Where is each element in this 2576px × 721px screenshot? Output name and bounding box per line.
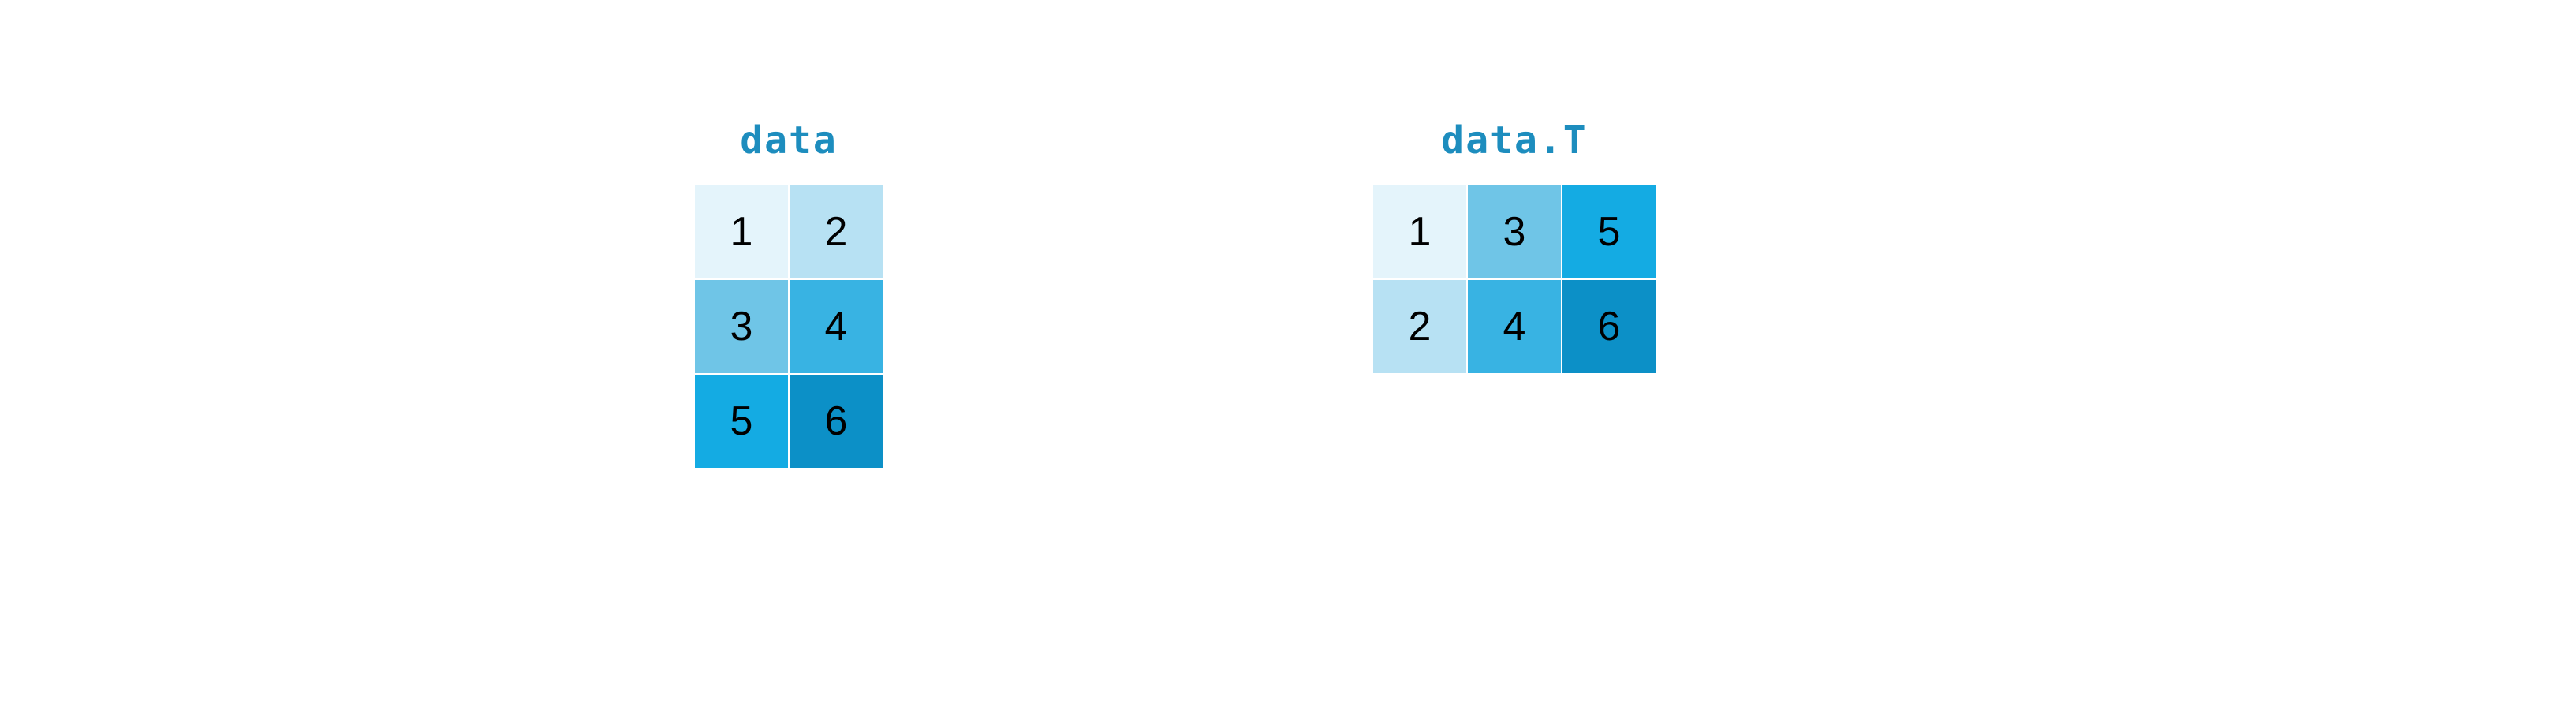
matrix-cell: 3 [694, 279, 789, 374]
grid-data-transpose: 135 246 [1372, 185, 1656, 374]
matrix-cell: 2 [1372, 279, 1467, 374]
matrix-cell: 2 [789, 185, 883, 279]
grid-data: 123456 [694, 185, 883, 469]
title-data: data [740, 118, 838, 163]
matrix-cell: 3 [1467, 185, 1562, 279]
matrix-cell: 1 [694, 185, 789, 279]
matrix-cell: 6 [1562, 279, 1656, 374]
matrix-cell: 4 [789, 279, 883, 374]
panel-data-transpose: data.T 135 246 [1372, 118, 1656, 374]
matrix-cell: 6 [789, 374, 883, 469]
matrix-cell: 4 [1467, 279, 1562, 374]
matrix-cell: 1 [1372, 185, 1467, 279]
panel-data: data 123456 [694, 118, 883, 469]
matrix-cell: 5 [694, 374, 789, 469]
title-data-transpose: data.T [1441, 118, 1587, 163]
matrix-cell: 5 [1562, 185, 1656, 279]
canvas: data 123456 data.T 135246 [0, 0, 2576, 721]
